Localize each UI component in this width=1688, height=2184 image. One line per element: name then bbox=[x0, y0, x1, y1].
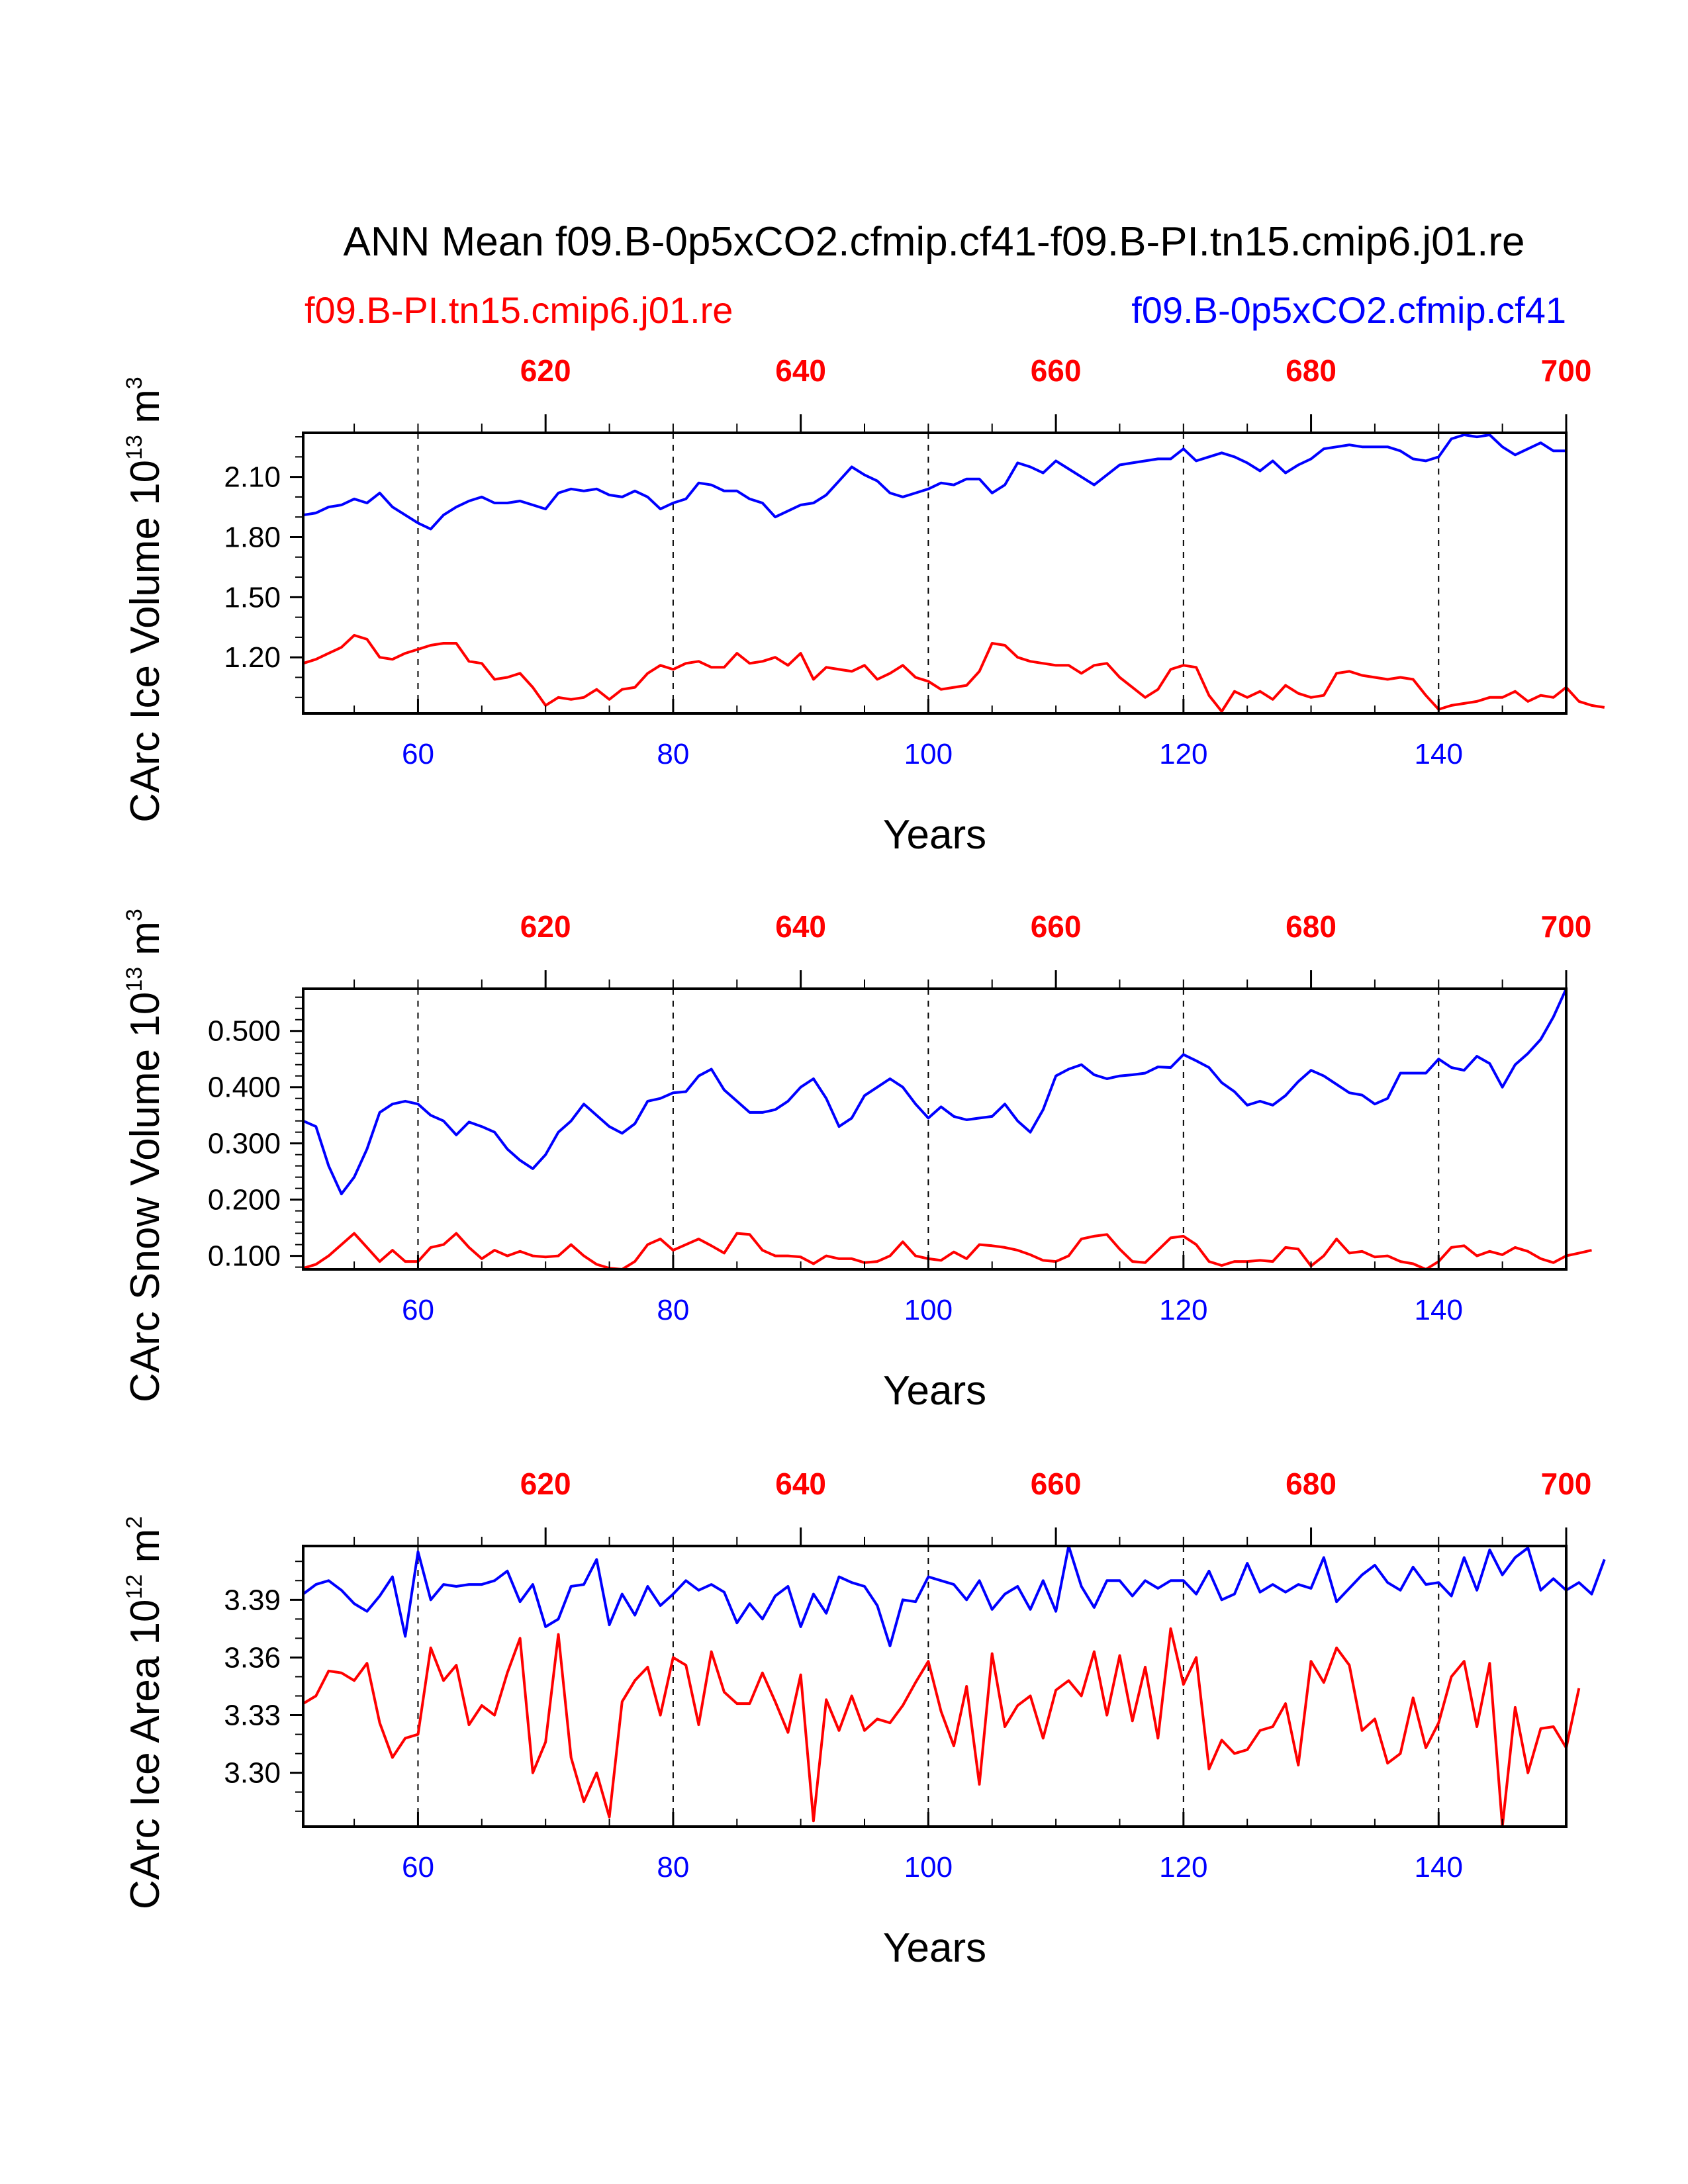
x-tick-label: 100 bbox=[904, 1851, 953, 1884]
x-tick-label: 80 bbox=[657, 738, 689, 770]
panel-ice-area: 3.30 3.33 3.36 3.39 60 80 100 120 140 620 640 660 68… bbox=[122, 1467, 1606, 1971]
x-tick-label: 100 bbox=[904, 738, 953, 770]
x-tick-label: 60 bbox=[402, 1851, 434, 1884]
panel-ice-volume: 1.20 1.50 1.80 2.10 60 80 100 120 140 620 640 660 68… bbox=[122, 353, 1605, 858]
top-x-tick-label: 660 bbox=[1031, 909, 1082, 944]
plot-frame bbox=[302, 1545, 1568, 1828]
x-tick-label: 140 bbox=[1415, 1294, 1463, 1326]
y-tick-label: 0.500 bbox=[208, 1015, 281, 1048]
y-tick-label: 0.100 bbox=[208, 1240, 281, 1273]
x-tick-label: 100 bbox=[904, 1294, 953, 1326]
series-case-line bbox=[303, 988, 1568, 1196]
x-tick-label: 60 bbox=[402, 1294, 434, 1326]
subtitle-control: f09.B-PI.tn15.cmip6.j01.re bbox=[305, 289, 733, 331]
top-x-tick-label: 700 bbox=[1541, 909, 1592, 944]
y-tick-label: 3.39 bbox=[224, 1584, 281, 1616]
subtitle-case: f09.B-0p5xCO2.cfmip.cf41 bbox=[1131, 289, 1566, 331]
y-tick-label: 0.200 bbox=[208, 1184, 281, 1216]
y-axis-label: CArc Ice Volume 1013 m3 bbox=[122, 377, 168, 823]
y-tick-label: 3.33 bbox=[224, 1700, 281, 1732]
x-tick-label: 120 bbox=[1159, 738, 1207, 770]
series-case-line bbox=[303, 433, 1566, 531]
top-x-tick-label: 640 bbox=[775, 909, 826, 944]
panels: 1.20 1.50 1.80 2.10 60 80 100 120 140 620 640 660 68… bbox=[122, 353, 1606, 1971]
series-control-line bbox=[302, 1627, 1581, 1828]
y-tick-label: 3.36 bbox=[224, 1641, 281, 1674]
y-tick-label: 3.30 bbox=[224, 1757, 281, 1790]
x-axis-label: Years bbox=[883, 1368, 986, 1414]
top-x-tick-label: 680 bbox=[1286, 1467, 1336, 1501]
plot-frame bbox=[302, 987, 1568, 1271]
y-tick-label: 1.20 bbox=[224, 641, 281, 674]
top-x-tick-label: 680 bbox=[1286, 353, 1336, 388]
top-x-tick-label: 640 bbox=[775, 1467, 826, 1501]
x-tick-label: 80 bbox=[657, 1294, 689, 1326]
x-tick-label: 120 bbox=[1159, 1294, 1207, 1326]
top-x-tick-label: 640 bbox=[775, 353, 826, 388]
top-x-tick-label: 620 bbox=[520, 909, 571, 944]
y-tick-label: 1.80 bbox=[224, 521, 281, 553]
series-control-line bbox=[303, 633, 1605, 713]
y-tick-label: 0.400 bbox=[208, 1071, 281, 1104]
y-tick-label: 0.300 bbox=[208, 1128, 281, 1160]
x-tick-label: 120 bbox=[1159, 1851, 1207, 1884]
figure-title: ANN Mean f09.B-0p5xCO2.cfmip.cf41-f09.B-… bbox=[343, 219, 1524, 265]
x-axis-label: Years bbox=[883, 1925, 986, 1971]
top-x-tick-label: 700 bbox=[1541, 1467, 1592, 1501]
top-x-tick-label: 680 bbox=[1286, 909, 1336, 944]
x-tick-label: 140 bbox=[1415, 738, 1463, 770]
series-case-line bbox=[302, 1545, 1606, 1647]
x-tick-label: 60 bbox=[402, 738, 434, 770]
y-axis-label: CArc Ice Area 1012 m2 bbox=[122, 1516, 168, 1909]
top-x-tick-label: 620 bbox=[520, 353, 571, 388]
x-tick-label: 140 bbox=[1415, 1851, 1463, 1884]
top-x-tick-label: 620 bbox=[520, 1467, 571, 1501]
plot-frame bbox=[302, 432, 1568, 715]
top-x-tick-label: 660 bbox=[1031, 353, 1082, 388]
series-control-line bbox=[303, 1232, 1592, 1271]
top-x-tick-label: 700 bbox=[1541, 353, 1592, 388]
y-tick-label: 1.50 bbox=[224, 581, 281, 614]
x-tick-label: 80 bbox=[657, 1851, 689, 1884]
panel-snow-volume: 0.100 0.200 0.300 0.400 0.500 60 80 100 120 140 62… bbox=[122, 909, 1592, 1414]
y-tick-label: 2.10 bbox=[224, 461, 281, 494]
top-x-tick-label: 660 bbox=[1031, 1467, 1082, 1501]
y-axis-label: CArc Snow Volume 1013 m3 bbox=[122, 909, 168, 1402]
x-axis-label: Years bbox=[883, 812, 986, 858]
